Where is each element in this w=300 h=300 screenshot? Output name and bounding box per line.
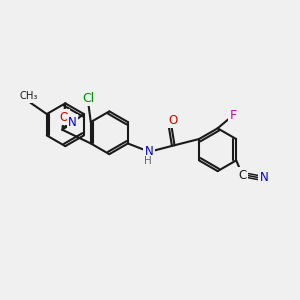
Text: CH₃: CH₃ (20, 91, 38, 101)
Text: N: N (145, 145, 154, 158)
Text: O: O (168, 114, 177, 127)
Text: Cl: Cl (82, 92, 94, 105)
Text: F: F (230, 109, 237, 122)
Text: O: O (59, 111, 68, 124)
Text: C: C (238, 169, 247, 182)
Text: N: N (260, 171, 268, 184)
Text: N: N (68, 116, 77, 129)
Text: H: H (144, 156, 152, 166)
